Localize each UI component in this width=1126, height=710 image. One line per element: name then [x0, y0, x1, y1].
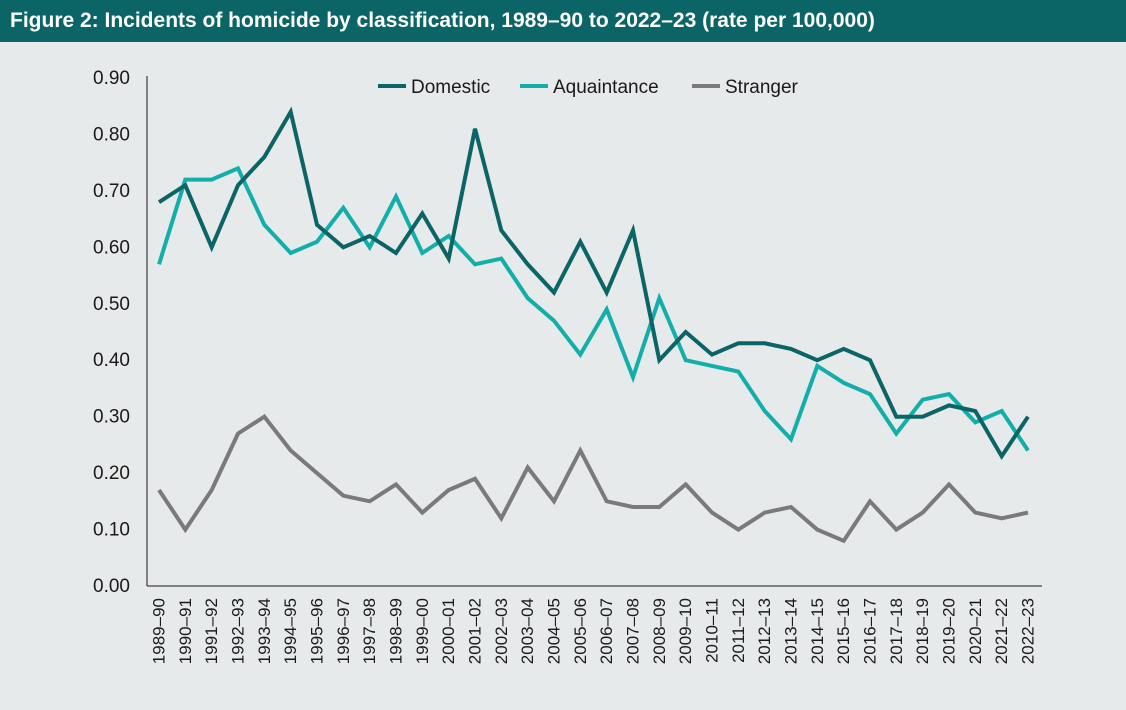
x-tick-label: 2002–03 — [492, 598, 511, 664]
x-tick-label: 2009–10 — [676, 598, 695, 664]
series-domestic — [157, 106, 1030, 460]
x-axis-ticks: 1989–90 1990–91 1991–92 1992–93 1993–94 1994–… — [150, 598, 1038, 664]
y-tick-label: 0.00 — [93, 576, 130, 597]
y-tick-label: 0.60 — [93, 237, 130, 258]
series-line-stranger — [157, 414, 1029, 544]
x-tick-label: 2010–11 — [703, 598, 722, 663]
x-tick-label: 2008–09 — [650, 598, 669, 664]
x-tick-label: 1993–94 — [255, 598, 274, 664]
x-tick-label: 2020–21 — [966, 598, 985, 664]
chart-legend: Domestic Aquaintance Stranger — [378, 77, 799, 98]
legend-item-aquaintance: Aquaintance — [520, 77, 659, 98]
x-tick-label: 2011–12 — [729, 598, 748, 663]
x-tick-label: 1991–92 — [202, 598, 221, 664]
series-line-domestic — [157, 106, 1030, 460]
x-tick-label: 2006–07 — [597, 598, 616, 664]
x-tick-label: 1989–90 — [150, 598, 169, 664]
x-tick-label: 2001–02 — [466, 598, 485, 664]
legend-item-domestic: Domestic — [378, 77, 490, 98]
y-tick-label: 0.80 — [93, 124, 130, 145]
x-tick-label: 2013–14 — [782, 598, 801, 664]
x-tick-label: 2016–17 — [861, 598, 880, 664]
x-tick-label: 1992–93 — [229, 598, 248, 664]
legend-label: Stranger — [725, 77, 799, 98]
x-tick-label: 2000–01 — [439, 598, 458, 664]
x-tick-label: 2007–08 — [624, 598, 643, 664]
y-tick-label: 0.70 — [93, 181, 130, 202]
y-axis-ticks: 0.00 0.10 0.20 0.30 0.40 0.50 0.60 0.70 0.80 0.90 — [93, 68, 130, 597]
x-tick-label: 1997–98 — [360, 598, 379, 664]
series-aquaintance — [157, 165, 1030, 452]
x-tick-label: 1996–97 — [334, 598, 353, 664]
y-tick-label: 0.30 — [93, 407, 130, 428]
series-line-aquaintance — [157, 165, 1030, 452]
y-tick-label: 0.40 — [93, 350, 130, 371]
legend-label: Aquaintance — [553, 77, 659, 98]
x-tick-label: 2014–15 — [808, 598, 827, 664]
x-tick-label: 2003–04 — [518, 598, 537, 664]
series-lines — [157, 106, 1030, 544]
chart-axes — [146, 76, 1042, 587]
figure-title: Figure 2: Incidents of homicide by class… — [10, 9, 875, 32]
x-tick-label: 2015–16 — [834, 598, 853, 664]
x-tick-label: 2005–06 — [571, 598, 590, 664]
legend-item-stranger: Stranger — [692, 77, 799, 98]
x-tick-label: 2019–20 — [940, 598, 959, 664]
x-tick-label: 2017–18 — [887, 598, 906, 664]
x-tick-label: 1995–96 — [308, 598, 327, 664]
y-tick-label: 0.20 — [93, 463, 130, 484]
x-tick-label: 1994–95 — [281, 598, 300, 664]
x-tick-label: 1999–00 — [413, 598, 432, 664]
x-tick-label: 2022–23 — [1019, 598, 1038, 664]
series-stranger — [157, 414, 1029, 544]
y-tick-label: 0.90 — [93, 68, 130, 89]
x-tick-label: 2021–22 — [992, 598, 1011, 664]
figure-title-bar: Figure 2: Incidents of homicide by class… — [0, 0, 1126, 42]
line-chart: 0.00 0.10 0.20 0.30 0.40 0.50 0.60 0.70 0.80 0.90… — [93, 68, 1042, 664]
y-tick-label: 0.50 — [93, 294, 130, 315]
x-tick-label: 2012–13 — [755, 598, 774, 664]
x-tick-label: 1998–99 — [387, 598, 406, 664]
x-tick-label: 1990–91 — [176, 598, 195, 664]
y-tick-label: 0.10 — [93, 520, 130, 541]
x-tick-label: 2004–05 — [545, 598, 564, 664]
x-tick-label: 2018–19 — [913, 598, 932, 664]
legend-label: Domestic — [411, 77, 490, 98]
